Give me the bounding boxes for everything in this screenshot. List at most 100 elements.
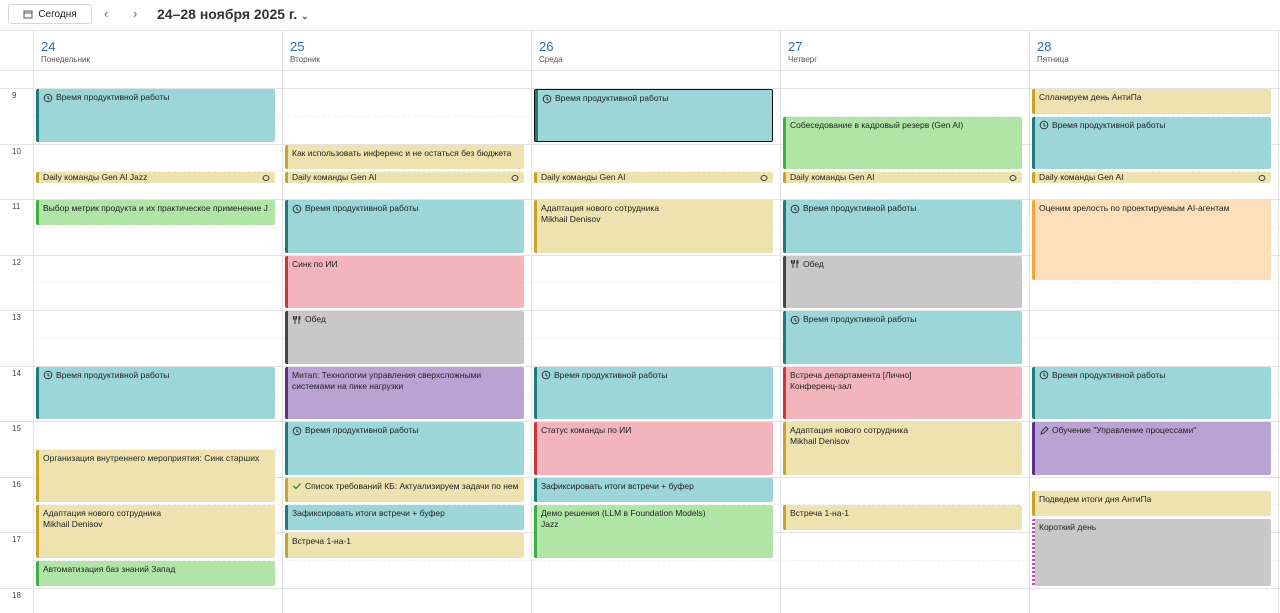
event-card[interactable]: Daily команды Gen AI (783, 172, 1022, 184)
date-range[interactable]: 24–28 ноября 2025 г. ⌄ (157, 6, 309, 22)
event-card[interactable]: Обучение "Управление процессами" (1032, 422, 1271, 475)
event-card[interactable]: Встреча 1-на-1 (285, 533, 524, 558)
event-title: Синк по ИИ (292, 258, 338, 269)
event-color-bar (783, 255, 786, 308)
event-title-row: Обед (292, 314, 520, 325)
hour-line (0, 199, 1280, 200)
hour-label: 10 (12, 146, 21, 156)
event-icon (791, 259, 799, 268)
event-card[interactable]: Время продуктивной работы (1032, 116, 1271, 170)
event-card[interactable]: Автоматизация баз знаний Запад (36, 560, 275, 586)
event-title-row: Список требований КБ: Актуализируем зада… (292, 481, 520, 492)
event-title: Время продуктивной работы (56, 369, 170, 380)
hour-label: 15 (12, 424, 21, 433)
event-color-bar (1032, 200, 1035, 281)
event-card[interactable]: Время продуктивной работы (783, 200, 1022, 253)
event-card[interactable]: Организация внутреннего мероприятия: Син… (36, 449, 275, 503)
event-card[interactable]: Зафиксировать итоги встречи + буфер (534, 477, 773, 503)
event-card[interactable]: Daily команды Gen AI (285, 172, 524, 184)
event-card[interactable]: Демо решения (LLM в Foundation Models) Ja… (534, 505, 773, 558)
event-color-bar (285, 144, 288, 170)
event-card[interactable]: Спланируем день АнтиПа (1032, 89, 1271, 114)
day-divider (780, 30, 781, 613)
event-title-row: Зафиксировать итоги встречи + буфер (541, 481, 769, 492)
event-card[interactable]: Оценим зрелость по проектируемым AI-аген… (1032, 200, 1271, 281)
event-card[interactable]: Митап: Технологии управления сверхсложны… (285, 366, 524, 419)
event-card[interactable]: Адаптация нового сотрудника Mikhail Denis… (534, 200, 773, 253)
weekday-label: Понедельник (41, 55, 90, 64)
event-card[interactable]: Зафиксировать итоги встречи + буфер (285, 505, 524, 530)
event-title: Daily команды Gen AI Jazz (43, 172, 148, 183)
event-color-bar (36, 200, 39, 225)
event-title: Автоматизация баз знаний Запад (43, 563, 176, 574)
event-card[interactable]: Время продуктивной работы (285, 422, 524, 475)
event-color-bar (1032, 519, 1035, 586)
event-card[interactable]: Обед (783, 255, 1022, 308)
event-card[interactable]: Время продуктивной работы (1032, 366, 1271, 419)
event-card[interactable]: Время продуктивной работы (285, 200, 524, 253)
half-hour-line (33, 337, 1280, 339)
event-card[interactable]: Обед (285, 311, 524, 364)
event-color-bar (783, 422, 786, 475)
event-color-bar (285, 366, 288, 419)
event-card[interactable]: Daily команды Gen AI (1032, 172, 1271, 184)
event-title: Подведем итоги дня АнтиПа (1039, 494, 1152, 505)
event-card[interactable]: Подведем итоги дня АнтиПа (1032, 491, 1271, 517)
hour-label: 9 (12, 91, 17, 100)
range-label: 24–28 ноября 2025 г. (157, 6, 298, 22)
event-card[interactable]: Время продуктивной работы (534, 89, 773, 142)
event-title: Обед (803, 258, 824, 269)
event-color-bar (36, 366, 39, 419)
event-card[interactable]: Время продуктивной работы (534, 366, 773, 419)
event-card[interactable]: Список требований КБ: Актуализируем зада… (285, 477, 524, 503)
repeat-icon (1009, 174, 1017, 181)
event-title: Адаптация нового сотрудника (541, 203, 660, 213)
event-title: Список требований КБ: Актуализируем зада… (305, 480, 519, 491)
event-icon (541, 370, 551, 380)
next-button[interactable]: › (133, 6, 138, 21)
event-card[interactable]: Встреча 1-на-1 (783, 505, 1022, 530)
event-subtitle: Конференц-зал (790, 380, 852, 391)
event-card[interactable]: Короткий день (1032, 519, 1271, 586)
event-card[interactable]: Статус команды по ИИ (534, 422, 773, 475)
day-number: 27 (788, 39, 803, 54)
event-title: Выбор метрик продукта и их практическое … (43, 203, 268, 213)
event-color-bar (534, 172, 537, 184)
day-divider (33, 30, 34, 613)
event-card[interactable]: Собеседование в кадровый резерв (Gen AI) (783, 116, 1022, 170)
half-hour-line (33, 504, 1280, 506)
event-color-bar (285, 533, 288, 558)
event-title: Время продуктивной работы (555, 93, 669, 103)
event-title-row: Daily команды Gen AI (1039, 172, 1267, 183)
event-icon (292, 426, 302, 435)
prev-button[interactable]: ‹ (104, 6, 109, 21)
event-card[interactable]: Синк по ИИ (285, 255, 524, 308)
event-title-row: Встреча 1-на-1 (790, 508, 1018, 519)
event-subtitle: Mikhail Denisov (541, 214, 601, 224)
day-divider (1029, 30, 1030, 613)
today-button[interactable]: Сегодня (8, 4, 92, 24)
event-icon (542, 94, 552, 103)
event-title-row: Выбор метрик продукта и их практическое … (43, 203, 271, 214)
event-card[interactable]: Как использовать инференс и не остаться … (285, 144, 524, 170)
event-icon (790, 315, 800, 324)
event-card[interactable]: Адаптация нового сотрудника Mikhail Denis… (783, 422, 1022, 475)
event-card[interactable]: Daily команды Gen AI Jazz (36, 172, 275, 184)
event-title: Время продуктивной работы (305, 425, 419, 435)
event-color-bar (783, 116, 786, 170)
event-card[interactable]: Daily команды Gen AI (534, 172, 773, 184)
event-color-bar (783, 366, 786, 419)
event-card[interactable]: Время продуктивной работы (783, 311, 1022, 364)
event-color-bar (1032, 172, 1035, 184)
event-color-bar (285, 172, 288, 184)
event-card[interactable]: Время продуктивной работы (36, 89, 275, 142)
event-card[interactable]: Выбор метрик продукта и их практическое … (36, 200, 275, 225)
event-subtitle: Jazz (541, 519, 559, 530)
event-color-bar (285, 422, 288, 475)
event-icon (293, 315, 301, 324)
event-card[interactable]: Время продуктивной работы (36, 366, 275, 419)
hour-label: 16 (12, 479, 21, 489)
event-card[interactable]: Встреча департамента [Лично] Конференц-за… (783, 366, 1022, 419)
event-title: Daily команды Gen AI (1039, 172, 1124, 183)
event-card[interactable]: Адаптация нового сотрудника Mikhail Denis… (36, 505, 275, 558)
